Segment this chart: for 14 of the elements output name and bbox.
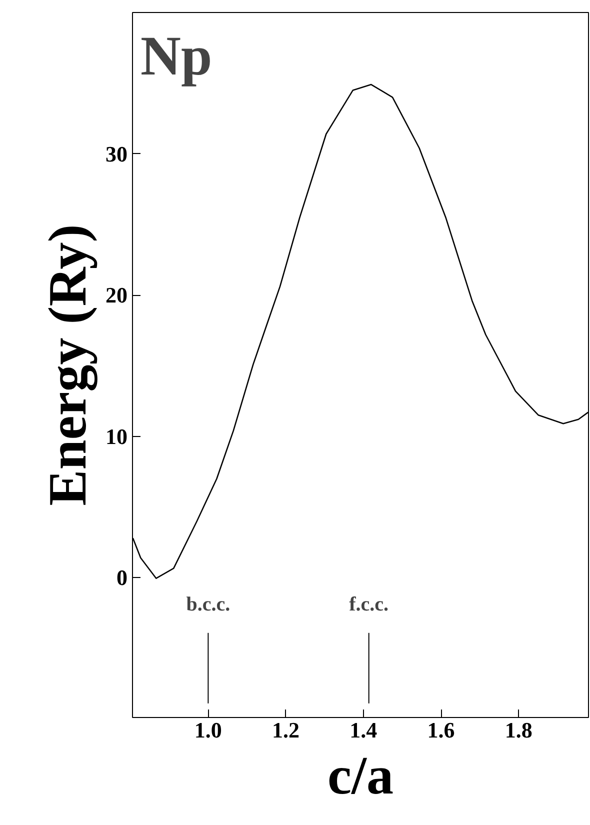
ref-line-label: f.c.c.: [349, 593, 389, 616]
ref-line-label: b.c.c.: [186, 593, 230, 616]
y-tick-label: 0: [116, 565, 128, 590]
y-axis-title: Energy (Ry): [38, 224, 98, 506]
chart-title: Np: [140, 26, 212, 88]
y-tick-label: 20: [106, 282, 128, 308]
x-axis-title: c/a: [328, 746, 394, 806]
y-tick-label: 10: [106, 424, 128, 449]
x-tick-label: 1.8: [504, 718, 532, 742]
x-tick-label: 1.6: [427, 718, 455, 742]
x-tick-label: 1.0: [194, 718, 222, 742]
x-tick-label: 1.2: [272, 718, 300, 742]
y-tick-label: 30: [106, 141, 128, 166]
x-tick-label: 1.4: [350, 718, 378, 742]
